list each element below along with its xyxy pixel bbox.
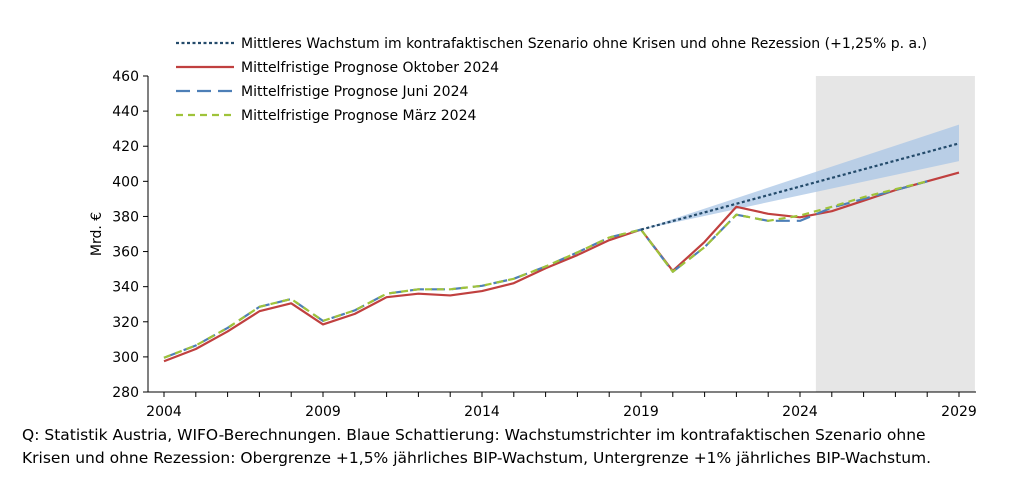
y-tick-label: 460: [112, 69, 139, 85]
y-tick-label: 320: [112, 315, 139, 331]
y-tick-label: 300: [112, 350, 139, 366]
y-tick-label: 420: [112, 139, 139, 155]
x-tick-label: 2009: [305, 404, 341, 420]
source-note: Q: Statistik Austria, WIFO-Berechnungen.…: [22, 424, 1012, 470]
source-note-line-2: Krisen und ohne Rezession: Obergrenze +1…: [22, 449, 932, 467]
x-tick-label: 2024: [782, 404, 818, 420]
x-tick-label: 2029: [941, 404, 977, 420]
series-line-3: [163, 180, 928, 359]
legend-label-4: Mittelfristige Prognose März 2024: [241, 108, 476, 124]
y-axis-title: Mrd. €: [89, 212, 105, 256]
y-tick-label: 340: [112, 280, 139, 296]
legend-label-2: Mittelfristige Prognose Oktober 2024: [241, 60, 499, 76]
y-tick-label: 440: [112, 104, 139, 120]
y-tick-label: 360: [112, 245, 139, 261]
x-tick-label: 2004: [146, 404, 182, 420]
y-tick-label: 380: [112, 209, 139, 225]
line-chart: 280 300 320 340 360 380 400 420 440 460 2004 2009 20…: [89, 36, 977, 420]
forecast-shading: [815, 76, 975, 392]
y-tick-label: 280: [112, 385, 139, 401]
source-note-line-1: Q: Statistik Austria, WIFO-Berechnungen.…: [22, 426, 926, 444]
series-line-2: [163, 171, 960, 363]
legend-label-1: Mittleres Wachstum im kontrafaktischen S…: [241, 36, 927, 52]
growth-band: [641, 124, 959, 230]
x-tick-label: 2014: [464, 404, 500, 420]
series-line-4: [163, 180, 928, 359]
chart-area: 280 300 320 340 360 380 400 420 440 460 2004 2009 20…: [89, 36, 977, 420]
y-tick-label: 400: [112, 174, 139, 190]
x-tick-label: 2019: [623, 404, 659, 420]
legend-label-3: Mittelfristige Prognose Juni 2024: [241, 84, 468, 100]
